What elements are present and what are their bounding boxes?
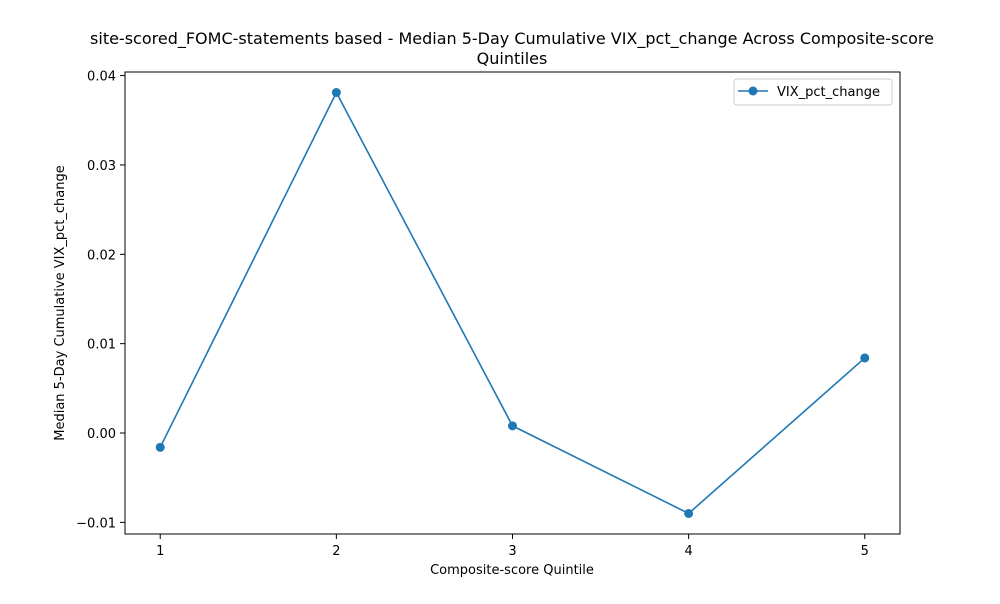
series-layer (155, 88, 870, 518)
legend: VIX_pct_change (733, 78, 893, 106)
data-point-marker (331, 88, 341, 98)
chart-title-line-1: site-scored_FOMC-statements based - Medi… (90, 29, 934, 49)
plot-area (124, 71, 901, 535)
y-tick-label: 0.01 (87, 338, 116, 353)
data-point-marker (508, 421, 517, 431)
y-axis-label: Median 5-Day Cumulative VIX_pct_change (53, 165, 68, 440)
x-tick-label: 2 (332, 544, 340, 559)
x-axis-ticks: 1 2 3 4 5 (156, 534, 869, 559)
y-tick-label: −0.01 (76, 516, 116, 531)
y-tick-label: 0.00 (87, 427, 116, 442)
x-tick-label: 1 (156, 544, 164, 559)
legend-box (733, 78, 893, 106)
y-tick-label: 0.02 (87, 248, 116, 263)
legend-label: VIX_pct_change (777, 85, 880, 100)
y-tick-label: 0.04 (87, 70, 116, 85)
chart-title-line-2: Quintiles (477, 49, 548, 68)
data-point-marker (155, 442, 165, 452)
x-tick-label: 3 (508, 544, 516, 559)
x-tick-label: 5 (861, 544, 869, 559)
y-tick-label: 0.03 (87, 159, 116, 174)
data-point-marker (684, 508, 694, 518)
x-axis-label: Composite-score Quintile (430, 563, 594, 578)
x-tick-label: 4 (684, 544, 692, 559)
legend-marker (748, 86, 758, 96)
data-point-marker (860, 353, 870, 363)
y-axis-ticks: −0.01 0.00 0.01 0.02 0.03 0.04 (76, 70, 125, 531)
